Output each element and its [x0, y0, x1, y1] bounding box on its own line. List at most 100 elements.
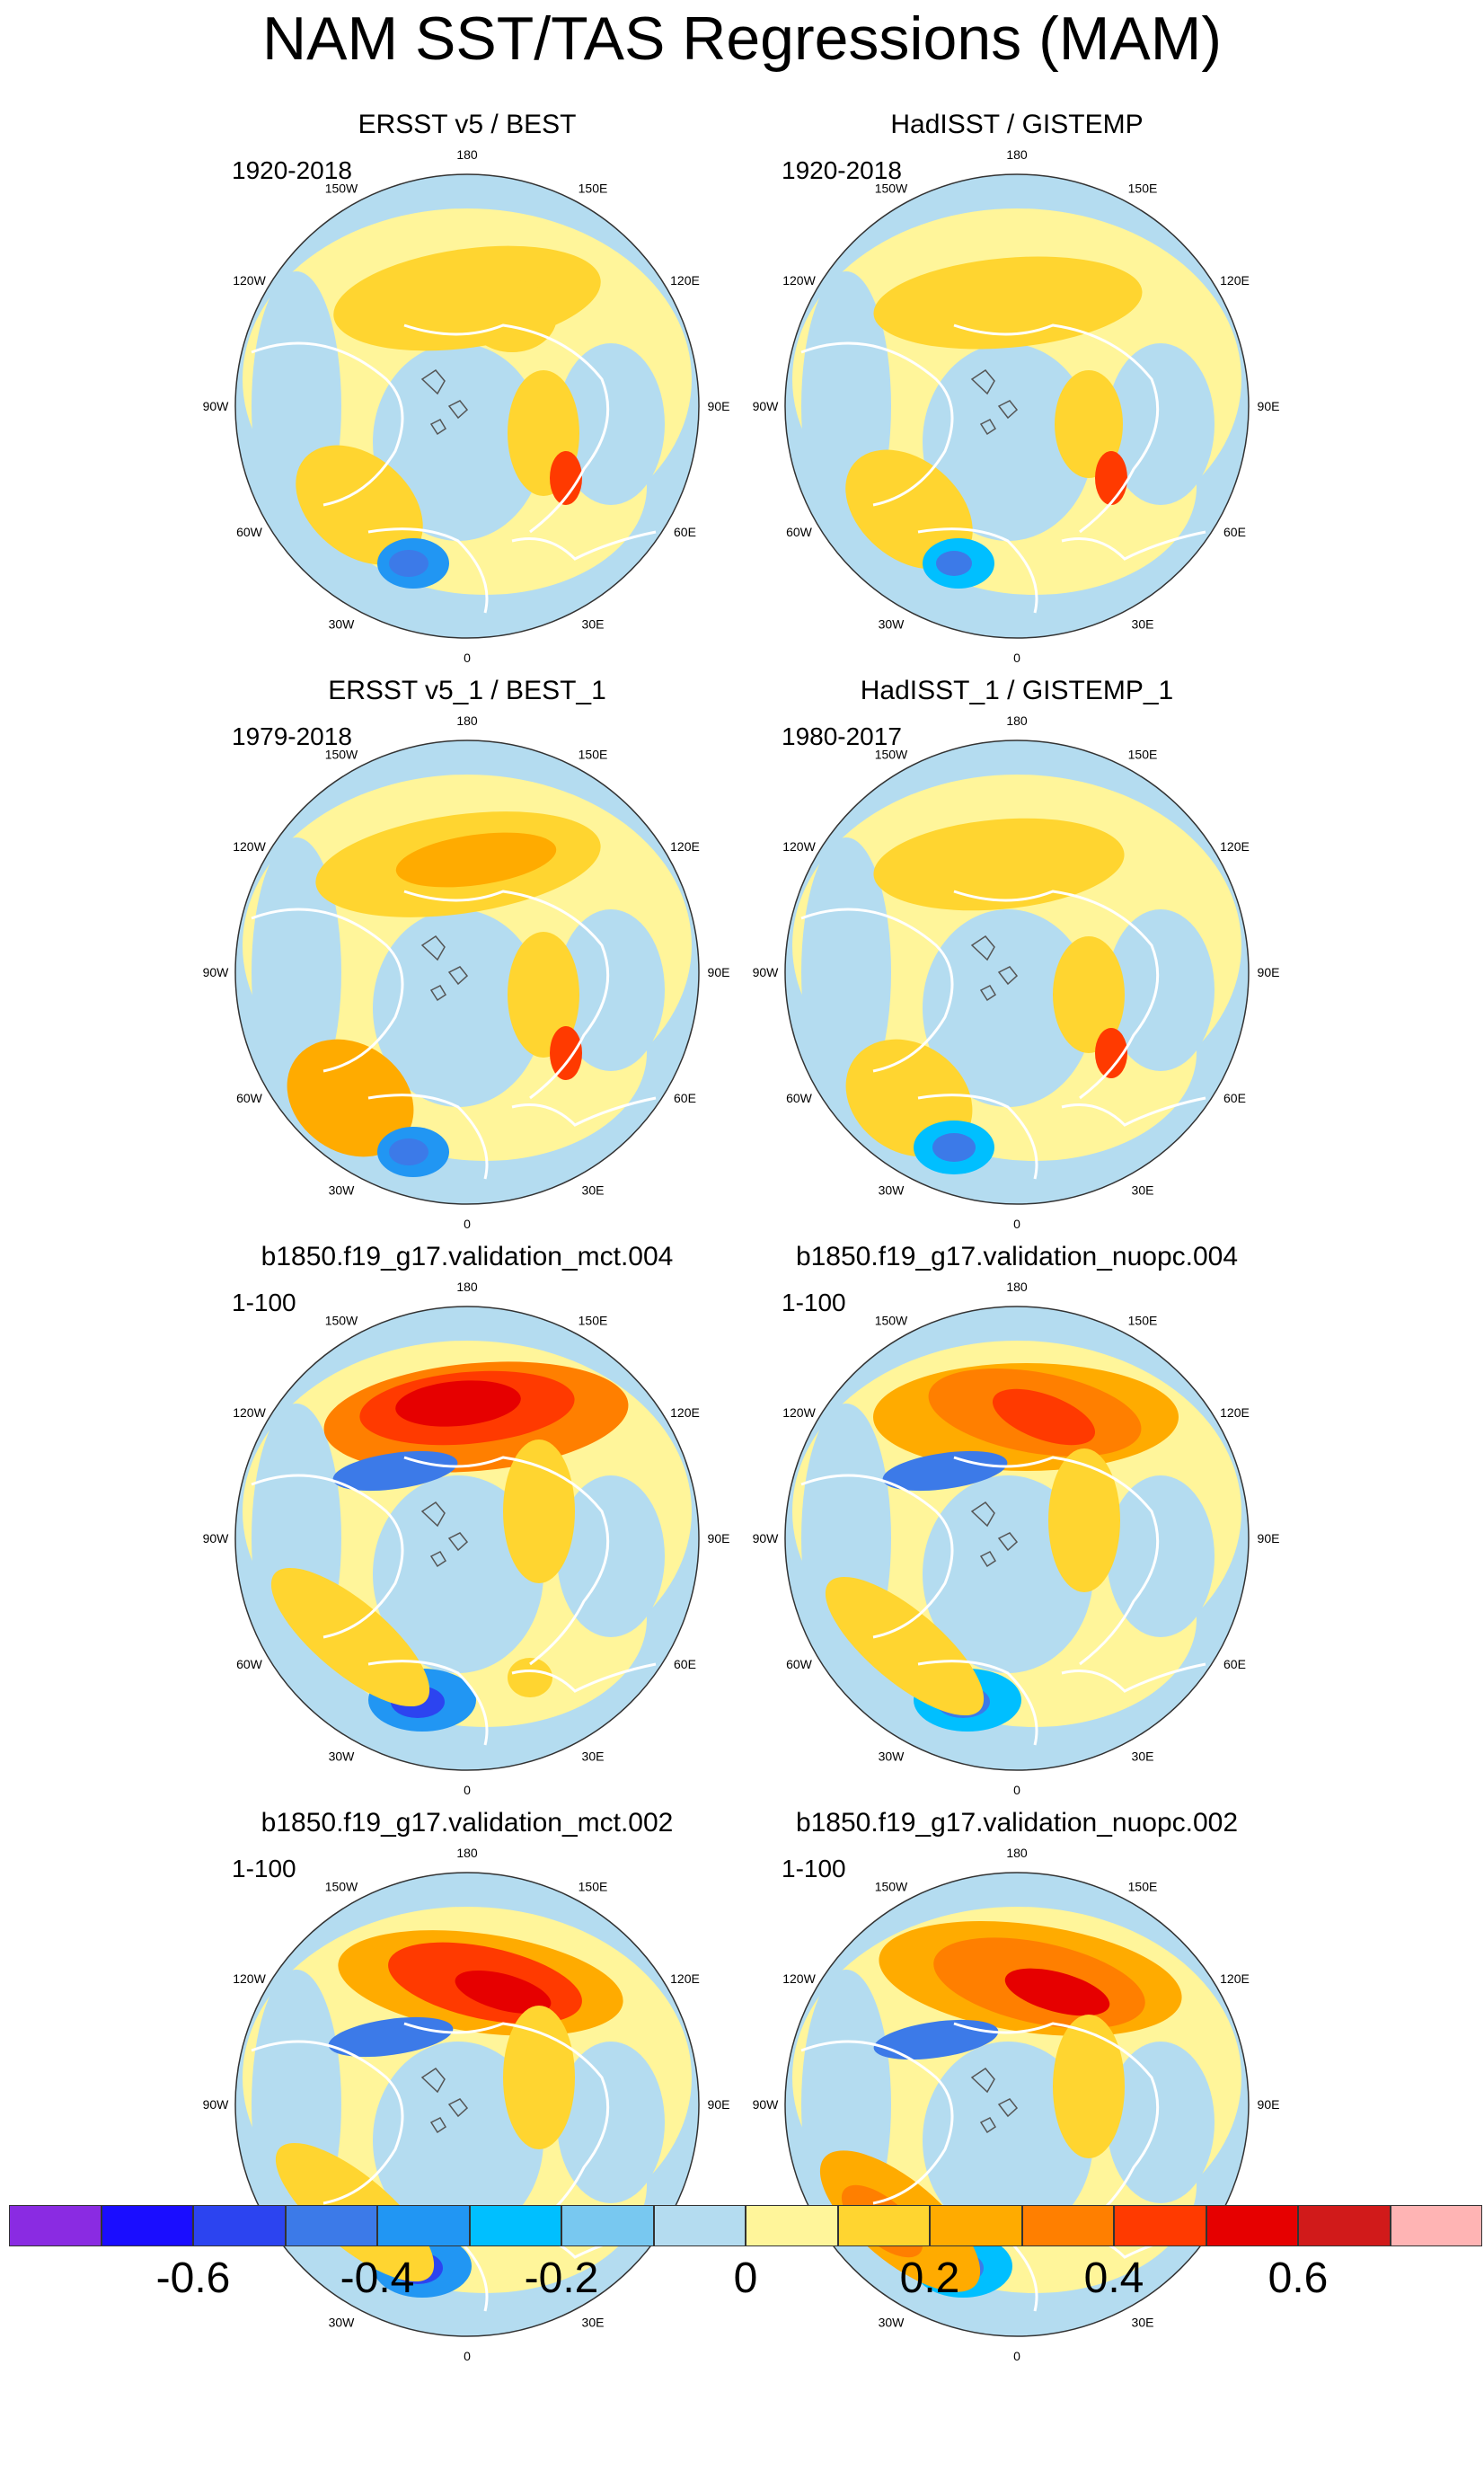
period-label: 1-100: [232, 1855, 296, 1882]
map-border: [784, 1306, 1250, 1771]
lon-label: 0: [1013, 1217, 1020, 1231]
lon-label: 90W: [203, 2097, 230, 2112]
map-panel-3: ERSST v5_1 / BEST_1 1979-2018 180 150E 120…: [189, 676, 746, 1233]
lon-label: 60E: [674, 1657, 696, 1671]
lon-label: 30W: [329, 616, 356, 631]
lon-label: 150W: [325, 1880, 358, 1894]
anomaly-region: [1095, 1028, 1127, 1078]
colorbar-swatch: [837, 2205, 930, 2246]
lon-label: 90E: [1258, 2097, 1280, 2112]
lon-label: 180: [456, 713, 478, 728]
anomaly-region: [503, 1439, 575, 1583]
lon-label: 60E: [674, 1091, 696, 1105]
lon-label: 150E: [1128, 182, 1158, 196]
lon-label: 180: [1006, 1846, 1028, 1860]
lon-label: 60E: [1223, 1657, 1246, 1671]
period-label: 1979-2018: [232, 722, 352, 750]
lon-label: 90W: [203, 1531, 230, 1546]
map-border: [784, 1872, 1250, 2337]
period-label: 1-100: [782, 1289, 846, 1316]
lon-label: 30E: [1132, 1182, 1154, 1197]
map-panel-5: b1850.f19_g17.validation_mct.004 1-100 1…: [189, 1242, 746, 1799]
anomaly-region: [882, 1450, 1008, 1492]
colorbar-swatch: [1298, 2205, 1391, 2246]
map-panel-7: b1850.f19_g17.validation_mct.002 1-100 1…: [189, 1808, 746, 2365]
lon-label: 30E: [1132, 616, 1154, 631]
figure-title: NAM SST/TAS Regressions (MAM): [261, 4, 1222, 73]
colorbar-swatch: [1390, 2205, 1482, 2246]
lon-label: 120E: [670, 839, 700, 854]
lon-label: 180: [456, 1846, 478, 1860]
anomaly-region: [270, 1567, 430, 1707]
panel-title: HadISST / GISTEMP: [890, 110, 1144, 139]
lon-label: 120W: [233, 1971, 266, 1986]
lon-label: 30E: [1132, 2315, 1154, 2329]
map-border: [234, 173, 700, 639]
map-border: [784, 740, 1250, 1205]
period-label: 1920-2018: [782, 156, 902, 184]
anomaly-region: [287, 1039, 414, 1157]
lon-label: 150W: [325, 748, 358, 762]
lon-label: 120W: [233, 839, 266, 854]
anomaly-region: [332, 1450, 458, 1492]
anomaly-region: [389, 550, 428, 577]
lon-label: 150E: [579, 748, 608, 762]
colorbar-swatch: [377, 2205, 470, 2246]
lon-label: 120W: [782, 839, 816, 854]
colorbar-swatch: [1206, 2205, 1298, 2246]
anomaly-region: [389, 1138, 428, 1165]
map-border: [234, 1872, 700, 2337]
lon-label: 0: [464, 1217, 471, 1231]
anomaly-region: [508, 932, 579, 1058]
lon-label: 90W: [753, 965, 780, 979]
lon-label: 150W: [875, 1880, 908, 1894]
lon-label: 60W: [236, 1091, 263, 1105]
lon-label: 30E: [582, 1182, 605, 1197]
anomaly-region: [1095, 451, 1127, 505]
anomaly-region: [873, 2019, 999, 2060]
lon-label: 90E: [1258, 965, 1280, 979]
colorbar-swatch: [469, 2205, 561, 2246]
lon-label: 120E: [670, 273, 700, 288]
lon-label: 150E: [1128, 748, 1158, 762]
anomaly-region: [873, 818, 1125, 911]
colorbar-swatch: [1114, 2205, 1206, 2246]
lon-label: 120E: [1220, 839, 1250, 854]
colorbar-swatch: [653, 2205, 746, 2246]
lon-label: 180: [456, 147, 478, 162]
lon-label: 30E: [582, 2315, 605, 2329]
colorbar: [9, 2205, 1482, 2248]
colorbar-tick-label: 0.2: [899, 2254, 960, 2302]
panel-title: b1850.f19_g17.validation_nuopc.004: [795, 1242, 1239, 1271]
anomaly-region: [1053, 936, 1125, 1053]
colorbar-swatch: [746, 2205, 838, 2246]
lon-label: 120W: [782, 1971, 816, 1986]
map-border: [234, 740, 700, 1205]
lon-label: 90E: [708, 2097, 730, 2112]
lon-label: 90E: [708, 399, 730, 413]
panel-title: ERSST v5 / BEST: [358, 110, 577, 139]
lon-label: 30E: [1132, 1749, 1154, 1763]
colorbar-swatch: [285, 2205, 377, 2246]
anomaly-region: [395, 1380, 521, 1427]
anomaly-region: [845, 449, 973, 570]
anomaly-region: [455, 1971, 552, 2014]
lon-label: 30W: [879, 1749, 905, 1763]
lon-label: 180: [1006, 713, 1028, 728]
panel-title: HadISST_1 / GISTEMP_1: [860, 676, 1174, 705]
map-border: [234, 1306, 700, 1771]
map-panel-6: b1850.f19_g17.validation_nuopc.004 1-100…: [738, 1242, 1295, 1799]
colorbar-swatch: [101, 2205, 193, 2246]
lon-label: 30E: [582, 1749, 605, 1763]
map-panel-4: HadISST_1 / GISTEMP_1 1980-2017 180 150E 1…: [738, 676, 1295, 1233]
lon-label: 30W: [329, 2315, 356, 2329]
lon-label: 120E: [670, 1405, 700, 1420]
lon-label: 90W: [753, 2097, 780, 2112]
colorbar-swatch: [1021, 2205, 1114, 2246]
panel-title: b1850.f19_g17.validation_mct.002: [261, 1808, 674, 1838]
lon-label: 150W: [875, 748, 908, 762]
period-label: 1980-2017: [782, 722, 902, 750]
lon-label: 150E: [579, 1314, 608, 1328]
